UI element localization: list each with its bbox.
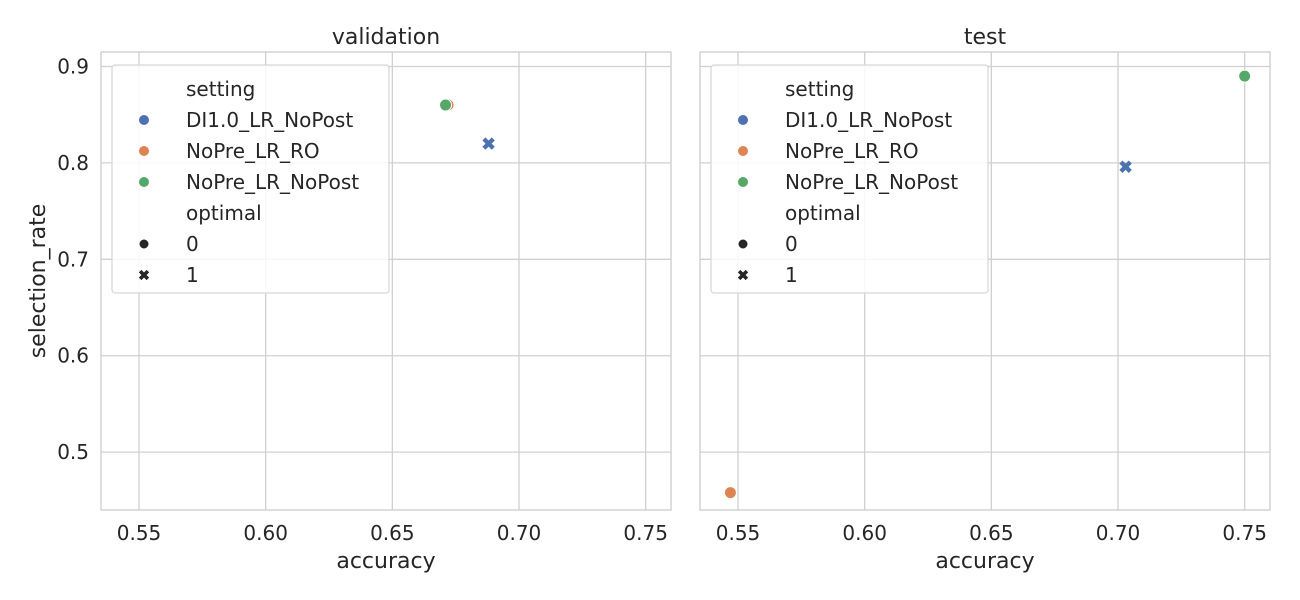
plot-frame — [699, 51, 1271, 511]
legend-title-setting: setting — [186, 77, 255, 101]
legend-marker — [737, 269, 749, 281]
legend-item: 1 — [186, 263, 199, 287]
legend-marker — [738, 177, 748, 187]
data-point — [482, 137, 495, 150]
y-tick-label: 0.5 — [57, 440, 89, 464]
legend-item: DI1.0_LR_NoPost — [785, 108, 952, 132]
legend-marker — [138, 269, 150, 281]
legend-marker — [139, 115, 149, 125]
legend-box — [111, 64, 390, 294]
legend-item: 0 — [785, 232, 798, 256]
data-point — [439, 98, 453, 112]
legend-item: DI1.0_LR_NoPost — [186, 108, 353, 132]
data-point — [1119, 160, 1132, 173]
panel-test: test 0.55 0.60 0.65 0.70 0.75 accuracy setting D… — [699, 25, 1271, 574]
legend: setting DI1.0_LR_NoPost NoPre_LR_RO NoPre_L… — [111, 64, 390, 294]
legend-marker — [139, 146, 149, 156]
x-tick-label: 0.55 — [716, 521, 761, 545]
x-tick-label: 0.65 — [969, 521, 1014, 545]
data-point — [723, 486, 737, 500]
legend-marker-stroke — [138, 269, 150, 281]
legend-marker — [138, 238, 150, 250]
x-tick-label: 0.60 — [842, 521, 887, 545]
y-tick-label: 0.7 — [57, 247, 89, 271]
legend-item: NoPre_LR_NoPost — [186, 170, 359, 194]
y-tick-label: 0.6 — [57, 344, 89, 368]
x-axis-label: accuracy — [935, 549, 1034, 574]
y-axis-label: selection_rate — [26, 204, 51, 359]
legend-title-optimal: optimal — [785, 201, 861, 225]
legend-marker — [737, 238, 749, 250]
legend-item: NoPre_LR_RO — [186, 139, 320, 163]
legend: setting DI1.0_LR_NoPost NoPre_LR_RO NoPre_L… — [710, 64, 989, 294]
x-tick-label: 0.75 — [1222, 521, 1267, 545]
x-tick-label: 0.65 — [370, 521, 415, 545]
x-tick-label: 0.75 — [623, 521, 668, 545]
x-axis-label: accuracy — [336, 549, 435, 574]
panel-title: test — [964, 25, 1007, 50]
plot-frame — [100, 51, 672, 511]
legend-marker — [738, 115, 748, 125]
data-point-stroke — [1119, 160, 1132, 173]
x-tick-label: 0.55 — [117, 521, 162, 545]
x-tick-label: 0.70 — [497, 521, 542, 545]
legend-item: NoPre_LR_RO — [785, 139, 919, 163]
x-tick-label: 0.60 — [243, 521, 288, 545]
x-tick-label: 0.70 — [1096, 521, 1141, 545]
legend-item: 1 — [785, 263, 798, 287]
legend-marker-stroke — [737, 269, 749, 281]
legend-marker — [139, 177, 149, 187]
panel-title: validation — [332, 25, 440, 50]
legend-title-setting: setting — [785, 77, 854, 101]
legend-box — [710, 64, 989, 294]
y-tick-label: 0.8 — [57, 151, 89, 175]
data-point — [1238, 69, 1252, 83]
data-point-stroke — [482, 137, 495, 150]
legend-title-optimal: optimal — [186, 201, 262, 225]
legend-item: 0 — [186, 232, 199, 256]
y-tick-label: 0.9 — [57, 54, 89, 78]
legend-item: NoPre_LR_NoPost — [785, 170, 958, 194]
legend-marker — [738, 146, 748, 156]
